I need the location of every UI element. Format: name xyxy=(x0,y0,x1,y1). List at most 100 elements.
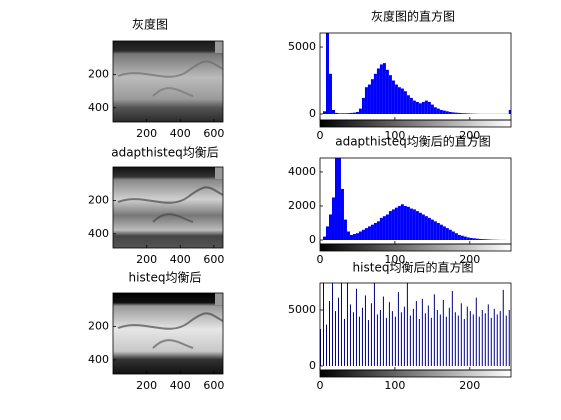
histogram-bar xyxy=(349,234,353,241)
histogram-bar xyxy=(421,101,425,114)
histogram-bar xyxy=(439,109,443,114)
histogram-bar xyxy=(355,111,359,114)
histogram-bar xyxy=(352,234,356,241)
x-tick-label: 0 xyxy=(317,129,324,142)
histogram-bar xyxy=(367,84,371,114)
histogram-bar xyxy=(322,111,326,114)
histogram-bar xyxy=(454,233,458,241)
histogram-bar xyxy=(364,87,368,114)
histogram-bar xyxy=(409,97,413,114)
histogram-bar xyxy=(415,211,419,241)
x-tick-label: 200 xyxy=(136,379,157,392)
histogram-bar xyxy=(445,228,449,241)
plot-area xyxy=(322,158,506,241)
colorbar xyxy=(319,243,512,252)
y-tick-label: 4000 xyxy=(288,165,316,178)
histogram-bar xyxy=(439,224,443,241)
histogram-bar xyxy=(433,221,437,241)
histogram-bar xyxy=(469,237,473,241)
plot-area xyxy=(320,283,510,366)
histogram-bar xyxy=(346,231,350,241)
histogram-bar xyxy=(373,222,377,241)
histogram-bar xyxy=(418,212,422,241)
histogram-bar xyxy=(451,112,455,114)
y-tick-label: 5000 xyxy=(288,40,316,53)
x-tick-label: 600 xyxy=(203,379,224,392)
axes-title: histeq均衡后 xyxy=(129,271,202,285)
x-tick-label: 600 xyxy=(203,127,224,140)
histogram-bar xyxy=(343,113,347,114)
vein xyxy=(117,60,223,78)
histogram-bar xyxy=(364,228,368,241)
histogram-bar xyxy=(328,214,332,241)
x-tick-label: 0 xyxy=(317,253,324,266)
histogram-bar xyxy=(466,113,470,114)
histogram-bar xyxy=(385,69,389,114)
axes: 灰度图的直方图 0 100 200 0 5000 xyxy=(288,9,512,142)
histogram-bar xyxy=(361,229,365,241)
histogram-bar xyxy=(403,205,407,241)
histogram-bar xyxy=(454,112,458,114)
histogram-bar xyxy=(433,107,437,114)
histogram-bar xyxy=(418,103,422,114)
image xyxy=(113,293,223,374)
axes-title: 灰度图 xyxy=(132,17,168,32)
colorbar xyxy=(319,369,512,378)
histogram-bar xyxy=(457,112,461,114)
histogram-bar xyxy=(394,84,398,114)
histogram-bar xyxy=(442,226,446,241)
histogram-bar xyxy=(457,234,461,241)
vein xyxy=(152,87,194,97)
histogram-bar xyxy=(436,108,440,114)
histogram-bar xyxy=(385,214,389,241)
histogram-bar xyxy=(430,219,434,241)
histogram-bar xyxy=(415,101,419,114)
image xyxy=(113,167,223,248)
histogram-bar xyxy=(460,235,464,241)
axes: histeq均衡后 200 400 600 200 400 xyxy=(88,271,224,393)
histogram-bar xyxy=(358,231,362,241)
axes: 灰度图 200 400 600 200 400 xyxy=(88,17,224,141)
histogram-bar xyxy=(463,236,467,241)
y-tick-label: 2000 xyxy=(288,199,316,212)
image-corner xyxy=(215,293,223,305)
histogram-bar xyxy=(475,238,479,241)
y-tick-label: 200 xyxy=(88,67,109,80)
histogram-bar xyxy=(412,100,416,114)
x-tick-label: 200 xyxy=(459,253,480,266)
axes-box xyxy=(112,40,224,123)
histogram-bar xyxy=(346,113,350,114)
axes-box xyxy=(319,282,512,371)
histogram-bar xyxy=(322,236,326,241)
image xyxy=(113,41,223,122)
histogram-bar xyxy=(481,239,485,241)
histogram-bar xyxy=(358,108,362,114)
histogram-bar xyxy=(463,113,467,114)
histogram-bar xyxy=(376,68,380,114)
axes-box xyxy=(112,292,224,375)
histogram-bar xyxy=(424,100,428,114)
x-tick-label: 600 xyxy=(203,253,224,266)
y-tick-label: 400 xyxy=(88,227,109,240)
y-tick-label: 0 xyxy=(309,233,316,246)
histogram-bar xyxy=(373,73,377,114)
histogram-bar xyxy=(352,112,356,114)
axes: histeq均衡后的直方图 0 100 200 0 5000 xyxy=(288,260,512,392)
y-tick-label: 0 xyxy=(309,107,316,120)
histogram-bar xyxy=(430,104,434,114)
histogram-bar xyxy=(406,206,410,241)
y-tick-label: 400 xyxy=(88,101,109,114)
histogram-bar xyxy=(460,113,464,114)
y-tick-label: 200 xyxy=(88,193,109,206)
histogram-bar xyxy=(370,79,374,114)
x-tick-label: 400 xyxy=(170,379,191,392)
histogram-bar xyxy=(466,237,470,241)
image-corner xyxy=(215,41,223,53)
histogram-bar xyxy=(478,238,482,241)
vein xyxy=(117,186,223,204)
x-tick-label: 400 xyxy=(170,127,191,140)
histogram-bar xyxy=(388,75,392,114)
axes: adapthisteq均衡后 200 400 600 200 400 xyxy=(88,146,224,267)
histogram-bar xyxy=(484,239,488,241)
